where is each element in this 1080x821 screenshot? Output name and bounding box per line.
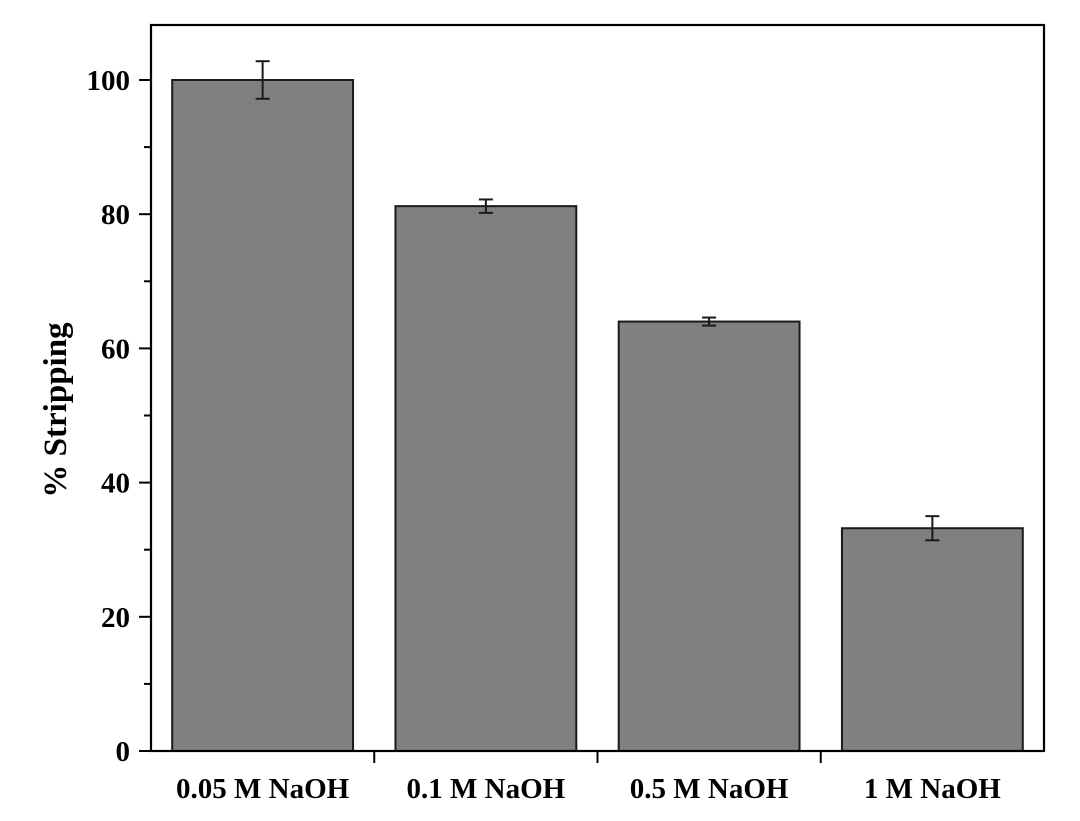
x-tick-label-1: 0.05 M NaOH — [176, 773, 350, 805]
bar-1 — [171, 79, 355, 752]
y-tick-label-80: 80 — [101, 199, 130, 231]
y-tick-label-20: 20 — [101, 602, 130, 634]
error-bar-3 — [702, 316, 717, 327]
y-tick-label-0: 0 — [116, 736, 131, 768]
bar-4 — [840, 527, 1024, 753]
error-bar-1 — [255, 60, 270, 100]
x-tick-label-3: 0.5 M NaOH — [630, 773, 789, 805]
y-tick-label-60: 60 — [101, 333, 130, 365]
y-axis: 0 20 40 60 80 100 — [87, 65, 151, 768]
y-axis-title: % Stripping — [38, 322, 74, 498]
error-bars-layer — [255, 60, 940, 542]
bars-layer — [171, 79, 1024, 753]
x-axis: 0.05 M NaOH 0.1 M NaOH 0.5 M NaOH 1 M NaOH — [176, 751, 1001, 805]
bar-3 — [617, 320, 801, 752]
y-tick-label-40: 40 — [101, 468, 130, 500]
error-bar-2 — [478, 198, 493, 214]
bar-2 — [394, 205, 578, 752]
x-tick-label-2: 0.1 M NaOH — [407, 773, 566, 805]
error-bar-4 — [925, 515, 940, 542]
y-tick-label-100: 100 — [87, 65, 131, 97]
x-tick-label-4: 1 M NaOH — [864, 773, 1001, 805]
